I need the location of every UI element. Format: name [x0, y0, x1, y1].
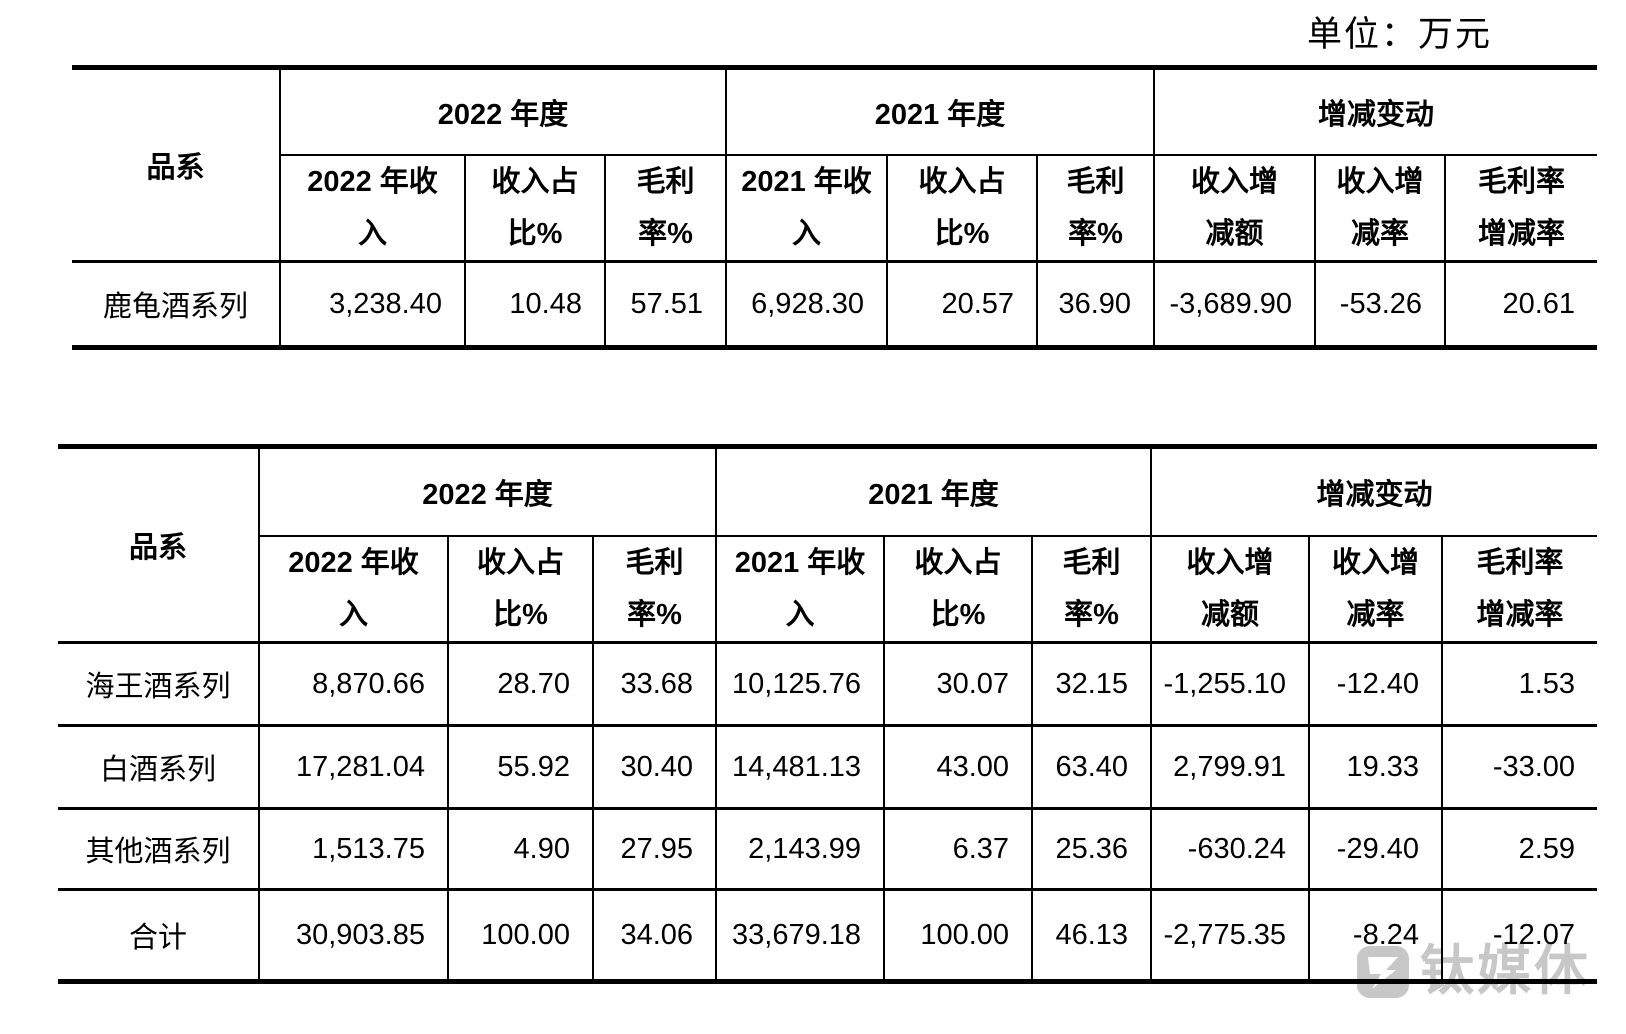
product-series-table-2: 品系 2022 年度 2021 年度 增减变动 2022 年收 入 收入占 比%…: [58, 444, 1598, 984]
data-cell: 25.36: [1031, 807, 1153, 891]
data-cell: 6.37: [883, 807, 1034, 891]
data-cell: 1.53: [1441, 641, 1598, 727]
data-cell: 2,799.91: [1150, 724, 1311, 810]
data-cell: 10,125.76: [715, 641, 886, 727]
year-2021-group-header: 2021 年度: [725, 66, 1156, 156]
data-cell: 20.61: [1444, 260, 1598, 349]
data-cell: 4.90: [447, 807, 594, 891]
row-label: 合计: [58, 888, 260, 983]
col-header-share-2022: 收入占 比%: [447, 535, 594, 644]
table-row: 其他酒系列 1,513.75 4.90 27.95 2,143.99 6.37 …: [58, 807, 1598, 891]
data-cell: 6,928.30: [725, 260, 889, 349]
data-cell: 3,238.40: [279, 260, 466, 349]
data-cell: 34.06: [591, 888, 718, 983]
data-cell: 14,481.13: [715, 724, 886, 810]
data-cell: -2,775.35: [1150, 888, 1311, 983]
data-cell: 100.00: [883, 888, 1034, 983]
data-cell: 8,870.66: [258, 641, 449, 727]
col-header-revenue-change-amount: 收入增 减额: [1150, 535, 1311, 644]
data-cell: 32.15: [1031, 641, 1153, 727]
data-cell: 28.70: [447, 641, 594, 727]
data-cell: -1,255.10: [1150, 641, 1311, 727]
year-2022-group-header: 2022 年度: [278, 66, 728, 156]
col-header-revenue-2022: 2022 年收 入: [258, 535, 449, 644]
table-row: 白酒系列 17,281.04 55.92 30.40 14,481.13 43.…: [58, 724, 1598, 810]
series-column-header: 品系: [58, 445, 260, 644]
data-cell: 46.13: [1031, 888, 1153, 983]
col-header-share-2022: 收入占 比%: [464, 154, 606, 263]
data-cell: -12.40: [1308, 641, 1444, 727]
tmtpost-logo-icon: [1357, 946, 1409, 998]
col-header-margin-2021: 毛利 率%: [1036, 154, 1156, 263]
data-cell: 17,281.04: [258, 724, 449, 810]
product-series-table-1: 品系 2022 年度 2021 年度 增减变动 2022 年收 入 收入占 比%…: [72, 65, 1598, 350]
tmtpost-watermark: 钛媒体: [1356, 942, 1591, 1000]
table-row: 海王酒系列 8,870.66 28.70 33.68 10,125.76 30.…: [58, 641, 1598, 727]
series-column-header: 品系: [72, 66, 281, 263]
data-cell: 33.68: [591, 641, 718, 727]
unit-label: 单位：万元: [1306, 15, 1492, 55]
row-label: 鹿龟酒系列: [72, 260, 281, 349]
row-label: 其他酒系列: [58, 807, 260, 891]
data-cell: 27.95: [591, 807, 718, 891]
change-group-header: 增减变动: [1150, 445, 1598, 537]
year-2022-group-header: 2022 年度: [257, 445, 718, 537]
col-header-revenue-2021: 2021 年收 入: [725, 154, 889, 263]
data-cell: -630.24: [1150, 807, 1311, 891]
data-cell: 10.48: [464, 260, 606, 349]
col-header-margin-2022: 毛利 率%: [591, 535, 718, 644]
table-row-total: 合计 30,903.85 100.00 34.06 33,679.18 100.…: [58, 888, 1598, 983]
data-cell: 19.33: [1308, 724, 1444, 810]
data-cell: 30.07: [883, 641, 1034, 727]
data-cell: 33,679.18: [715, 888, 886, 983]
data-cell: -33.00: [1441, 724, 1598, 810]
data-cell: -3,689.90: [1153, 260, 1317, 349]
col-header-margin-2021: 毛利 率%: [1031, 535, 1153, 644]
data-cell: 30.40: [591, 724, 718, 810]
data-cell: -8.24: [1308, 888, 1444, 983]
year-2021-group-header: 2021 年度: [715, 445, 1153, 537]
change-group-header: 增减变动: [1153, 66, 1598, 156]
watermark-text: 钛媒体: [1420, 941, 1591, 1001]
data-cell: 20.57: [886, 260, 1039, 349]
col-header-revenue-change-rate: 收入增 减率: [1308, 535, 1444, 644]
col-header-revenue-2021: 2021 年收 入: [715, 535, 886, 644]
col-header-margin-2022: 毛利 率%: [603, 154, 728, 263]
col-header-revenue-change-rate: 收入增 减率: [1314, 154, 1447, 263]
data-cell: 63.40: [1031, 724, 1153, 810]
data-cell: 100.00: [447, 888, 594, 983]
data-cell: 30,903.85: [258, 888, 449, 983]
data-cell: 1,513.75: [258, 807, 449, 891]
data-cell: 2,143.99: [715, 807, 886, 891]
col-header-revenue-2022: 2022 年收 入: [279, 154, 466, 263]
col-header-margin-change-rate: 毛利率 增减率: [1444, 154, 1598, 263]
data-cell: 2.59: [1441, 807, 1598, 891]
table-row: 鹿龟酒系列 3,238.40 10.48 57.51 6,928.30 20.5…: [72, 260, 1598, 349]
col-header-share-2021: 收入占 比%: [886, 154, 1039, 263]
data-cell: 43.00: [883, 724, 1034, 810]
data-cell: 57.51: [603, 260, 728, 349]
data-cell: -29.40: [1308, 807, 1444, 891]
row-label: 白酒系列: [58, 724, 260, 810]
col-header-revenue-change-amount: 收入增 减额: [1153, 154, 1317, 263]
data-cell: -53.26: [1314, 260, 1447, 349]
col-header-share-2021: 收入占 比%: [883, 535, 1034, 644]
data-cell: 55.92: [447, 724, 594, 810]
data-cell: -12.07: [1441, 888, 1598, 983]
col-header-margin-change-rate: 毛利率 增减率: [1441, 535, 1598, 644]
data-cell: 36.90: [1036, 260, 1156, 349]
row-label: 海王酒系列: [58, 641, 260, 727]
